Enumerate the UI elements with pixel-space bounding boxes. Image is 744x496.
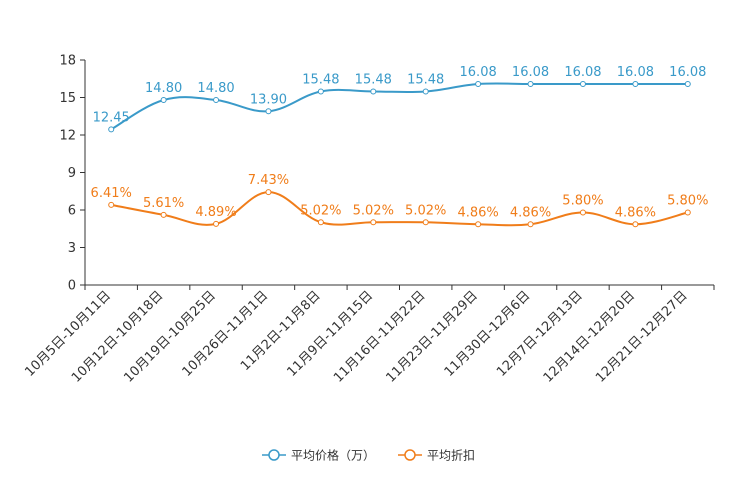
data-label: 15.48: [355, 73, 392, 88]
data-label: 16.08: [512, 65, 549, 80]
data-point[interactable]: [527, 81, 534, 87]
data-label: 4.86%: [510, 205, 551, 220]
data-point[interactable]: [527, 221, 534, 228]
data-label: 14.80: [145, 81, 182, 96]
data-label: 5.61%: [143, 196, 184, 211]
legend[interactable]: 平均价格（万） 平均折扣: [262, 448, 475, 463]
data-point[interactable]: [370, 219, 377, 226]
legend-label: 平均折扣: [427, 448, 475, 463]
y-tick-label: 9: [68, 166, 76, 181]
x-tick-label: 12月14日-12月20日: [541, 288, 638, 385]
y-tick-label: 0: [68, 279, 76, 294]
data-point[interactable]: [108, 126, 115, 133]
legend-marker-icon: [404, 449, 416, 461]
data-label: 15.48: [407, 73, 444, 88]
legend-item-0[interactable]: 平均价格（万）: [262, 448, 375, 463]
x-tick-label: 11月16日-11月22日: [331, 288, 428, 385]
data-label: 14.80: [197, 81, 234, 96]
data-point[interactable]: [213, 220, 220, 227]
data-point[interactable]: [422, 88, 429, 95]
data-label: 12.45: [93, 110, 130, 125]
data-label: 13.90: [250, 92, 287, 107]
series-0: 12.45 14.80 14.80 13.90 15.48 15.48 15.48 16.08…: [93, 65, 706, 133]
series-layer: 12.45 14.80 14.80 13.90 15.48 15.48 15.48 16.08…: [91, 65, 708, 228]
data-point[interactable]: [160, 97, 167, 103]
data-label: 5.80%: [562, 194, 603, 209]
legend-label: 平均价格（万）: [291, 448, 375, 463]
data-label: 15.48: [302, 73, 339, 88]
data-point[interactable]: [684, 81, 691, 87]
data-label: 4.89%: [195, 205, 236, 220]
x-axis: 10月5日-10月11日10月12日-10月18日10月19日-10月25日10…: [22, 284, 715, 386]
data-label: 5.02%: [405, 203, 446, 218]
data-point[interactable]: [317, 219, 324, 226]
x-tick-label: 11月23日-11月29日: [383, 288, 480, 385]
data-point[interactable]: [265, 189, 272, 196]
x-tick-label: 10月12日-10月18日: [69, 288, 166, 385]
legend-marker-icon: [268, 449, 280, 461]
data-point[interactable]: [579, 209, 586, 216]
y-tick-label: 12: [59, 129, 76, 144]
data-label: 6.41%: [91, 186, 132, 201]
data-point[interactable]: [422, 219, 429, 226]
data-label: 16.08: [460, 65, 497, 80]
series-1: 6.41% 5.61% 4.89% 7.43% 5.02% 5.02% 5.02% 4.86%…: [91, 173, 708, 228]
data-point[interactable]: [160, 211, 167, 218]
data-point[interactable]: [108, 201, 115, 208]
y-tick-label: 18: [59, 54, 76, 69]
y-tick-label: 6: [68, 204, 76, 219]
data-label: 5.02%: [353, 203, 394, 218]
data-point[interactable]: [317, 88, 324, 95]
data-point[interactable]: [370, 88, 377, 95]
x-tick-label: 10月19日-10月25日: [121, 288, 218, 385]
x-tick-label: 10月5日-10月11日: [22, 288, 114, 380]
data-point[interactable]: [213, 97, 220, 103]
data-label: 4.86%: [457, 205, 498, 220]
data-label: 5.80%: [667, 194, 708, 209]
data-label: 5.02%: [300, 203, 341, 218]
data-point[interactable]: [632, 221, 639, 228]
series-line: [110, 82, 688, 131]
data-label: 7.43%: [248, 173, 289, 188]
data-point[interactable]: [632, 81, 639, 87]
legend-item-1[interactable]: 平均折扣: [398, 448, 475, 463]
data-point[interactable]: [265, 108, 272, 115]
y-tick-label: 3: [68, 241, 76, 256]
data-point[interactable]: [684, 209, 691, 216]
data-point[interactable]: [475, 81, 482, 87]
data-point[interactable]: [579, 81, 586, 87]
data-label: 16.08: [669, 65, 706, 80]
y-axis: 0 3 6 9 12 15 18: [59, 54, 86, 294]
data-label: 4.86%: [615, 205, 656, 220]
data-label: 16.08: [617, 65, 654, 80]
data-point[interactable]: [475, 221, 482, 228]
x-tick-label: 12月21日-12月27日: [593, 288, 690, 385]
y-tick-label: 15: [59, 91, 76, 106]
data-label: 16.08: [564, 65, 601, 80]
